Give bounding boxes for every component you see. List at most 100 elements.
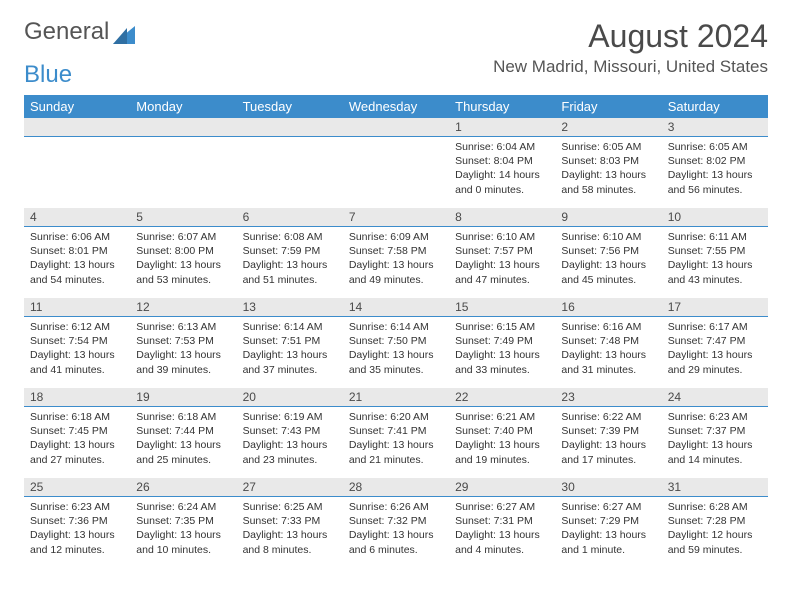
day-number-bar: 13 xyxy=(237,298,343,317)
day-number: 25 xyxy=(30,480,43,494)
sunset-text: Sunset: 7:58 PM xyxy=(349,244,443,258)
day-number: 16 xyxy=(561,300,574,314)
day-content: Sunrise: 6:13 AMSunset: 7:53 PMDaylight:… xyxy=(130,317,236,383)
day-content: Sunrise: 6:25 AMSunset: 7:33 PMDaylight:… xyxy=(237,497,343,563)
logo-text-general: General xyxy=(24,18,109,46)
day-number-bar: 19 xyxy=(130,388,236,407)
daylight-text: Daylight: 13 hours and 25 minutes. xyxy=(136,438,230,466)
calendar-day-cell: 8Sunrise: 6:10 AMSunset: 7:57 PMDaylight… xyxy=(449,208,555,298)
daylight-text: Daylight: 13 hours and 33 minutes. xyxy=(455,348,549,376)
sunset-text: Sunset: 8:02 PM xyxy=(668,154,762,168)
day-content: Sunrise: 6:12 AMSunset: 7:54 PMDaylight:… xyxy=(24,317,130,383)
calendar-day-cell: 16 Sunrise: 6:16 AMSunset: 7:48 PMDayligh… xyxy=(555,298,661,388)
day-number-bar xyxy=(130,118,236,137)
calendar-day-cell: 25Sunrise: 6:23 AMSunset: 7:36 PMDayligh… xyxy=(24,478,130,568)
day-number: 31 xyxy=(668,480,681,494)
day-content: Sunrise: 6:24 AMSunset: 7:35 PMDaylight:… xyxy=(130,497,236,563)
sunrise-text: Sunrise: 6:13 AM xyxy=(136,320,230,334)
calendar-day-cell: 1Sunrise: 6:04 AMSunset: 8:04 PMDaylight… xyxy=(449,118,555,208)
calendar-day-cell: 20Sunrise: 6:19 AMSunset: 7:43 PMDayligh… xyxy=(237,388,343,478)
sunset-text: Sunset: 8:03 PM xyxy=(561,154,655,168)
daylight-text: Daylight: 13 hours and 47 minutes. xyxy=(455,258,549,286)
sunrise-text: Sunrise: 6:15 AM xyxy=(455,320,549,334)
day-number-bar: 3 xyxy=(662,118,768,137)
day-number: 3 xyxy=(668,120,675,134)
day-content: Sunrise: 6:22 AMSunset: 7:39 PMDaylight:… xyxy=(555,407,661,473)
sunrise-text: Sunrise: 6:10 AM xyxy=(561,230,655,244)
calendar-day-cell: 19 Sunrise: 6:18 AMSunset: 7:44 PMDayligh… xyxy=(130,388,236,478)
daylight-text: Daylight: 13 hours and 17 minutes. xyxy=(561,438,655,466)
sunset-text: Sunset: 7:48 PM xyxy=(561,334,655,348)
calendar-day-cell xyxy=(24,118,130,208)
sunset-text: Sunset: 8:04 PM xyxy=(455,154,549,168)
day-number-bar: 5 xyxy=(130,208,236,227)
day-number-bar xyxy=(24,118,130,137)
day-number-bar: 15 xyxy=(449,298,555,317)
calendar-day-cell: 31Sunrise: 6:28 AMSunset: 7:28 PMDayligh… xyxy=(662,478,768,568)
calendar-day-cell: 28Sunrise: 6:26 AMSunset: 7:32 PMDayligh… xyxy=(343,478,449,568)
daylight-text: Daylight: 13 hours and 49 minutes. xyxy=(349,258,443,286)
day-number: 20 xyxy=(243,390,256,404)
day-content: Sunrise: 6:14 AMSunset: 7:51 PMDaylight:… xyxy=(237,317,343,383)
sunrise-text: Sunrise: 6:20 AM xyxy=(349,410,443,424)
day-content: Sunrise: 6:15 AMSunset: 7:49 PMDaylight:… xyxy=(449,317,555,383)
logo-text-blue: Blue xyxy=(24,61,768,89)
day-number-bar: 14 xyxy=(343,298,449,317)
daylight-text: Daylight: 13 hours and 41 minutes. xyxy=(30,348,124,376)
sunset-text: Sunset: 7:51 PM xyxy=(243,334,337,348)
day-content: Sunrise: 6:11 AMSunset: 7:55 PMDaylight:… xyxy=(662,227,768,293)
calendar-day-cell: 7Sunrise: 6:09 AMSunset: 7:58 PMDaylight… xyxy=(343,208,449,298)
weekday-header: Monday xyxy=(130,95,236,118)
day-content: Sunrise: 6:27 AMSunset: 7:31 PMDaylight:… xyxy=(449,497,555,563)
sunrise-text: Sunrise: 6:11 AM xyxy=(668,230,762,244)
sunset-text: Sunset: 8:01 PM xyxy=(30,244,124,258)
day-number-bar: 2 xyxy=(555,118,661,137)
daylight-text: Daylight: 13 hours and 58 minutes. xyxy=(561,168,655,196)
day-number: 10 xyxy=(668,210,681,224)
weekday-header: Tuesday xyxy=(237,95,343,118)
day-number-bar: 6 xyxy=(237,208,343,227)
sunset-text: Sunset: 8:00 PM xyxy=(136,244,230,258)
day-number-bar: 18 xyxy=(24,388,130,407)
day-number-bar: 7 xyxy=(343,208,449,227)
day-number-bar: 1 xyxy=(449,118,555,137)
sunset-text: Sunset: 7:49 PM xyxy=(455,334,549,348)
sunrise-text: Sunrise: 6:09 AM xyxy=(349,230,443,244)
sunrise-text: Sunrise: 6:18 AM xyxy=(136,410,230,424)
day-content: Sunrise: 6:10 AMSunset: 7:57 PMDaylight:… xyxy=(449,227,555,293)
day-number: 23 xyxy=(561,390,574,404)
daylight-text: Daylight: 13 hours and 23 minutes. xyxy=(243,438,337,466)
day-number: 29 xyxy=(455,480,468,494)
day-content xyxy=(343,137,449,146)
day-number: 28 xyxy=(349,480,362,494)
calendar-week-row: 1Sunrise: 6:04 AMSunset: 8:04 PMDaylight… xyxy=(24,118,768,208)
day-content: Sunrise: 6:16 AMSunset: 7:48 PMDaylight:… xyxy=(555,317,661,383)
day-number: 21 xyxy=(349,390,362,404)
sunrise-text: Sunrise: 6:06 AM xyxy=(30,230,124,244)
sunset-text: Sunset: 7:59 PM xyxy=(243,244,337,258)
day-content: Sunrise: 6:09 AMSunset: 7:58 PMDaylight:… xyxy=(343,227,449,293)
daylight-text: Daylight: 13 hours and 10 minutes. xyxy=(136,528,230,556)
sunrise-text: Sunrise: 6:21 AM xyxy=(455,410,549,424)
daylight-text: Daylight: 13 hours and 8 minutes. xyxy=(243,528,337,556)
day-content: Sunrise: 6:05 AMSunset: 8:03 PMDaylight:… xyxy=(555,137,661,203)
day-number-bar: 26 xyxy=(130,478,236,497)
day-number-bar: 27 xyxy=(237,478,343,497)
calendar-day-cell: 6Sunrise: 6:08 AMSunset: 7:59 PMDaylight… xyxy=(237,208,343,298)
calendar-day-cell: 4Sunrise: 6:06 AMSunset: 8:01 PMDaylight… xyxy=(24,208,130,298)
calendar-day-cell xyxy=(237,118,343,208)
day-content xyxy=(237,137,343,146)
sunset-text: Sunset: 7:54 PM xyxy=(30,334,124,348)
sunset-text: Sunset: 7:50 PM xyxy=(349,334,443,348)
day-number: 22 xyxy=(455,390,468,404)
daylight-text: Daylight: 13 hours and 53 minutes. xyxy=(136,258,230,286)
calendar-week-row: 18Sunrise: 6:18 AMSunset: 7:45 PMDayligh… xyxy=(24,388,768,478)
day-number: 17 xyxy=(668,300,681,314)
sunset-text: Sunset: 7:44 PM xyxy=(136,424,230,438)
weekday-header: Wednesday xyxy=(343,95,449,118)
calendar-day-cell: 15Sunrise: 6:15 AMSunset: 7:49 PMDayligh… xyxy=(449,298,555,388)
sunset-text: Sunset: 7:55 PM xyxy=(668,244,762,258)
day-number-bar: 29 xyxy=(449,478,555,497)
weekday-header: Sunday xyxy=(24,95,130,118)
day-number: 14 xyxy=(349,300,362,314)
